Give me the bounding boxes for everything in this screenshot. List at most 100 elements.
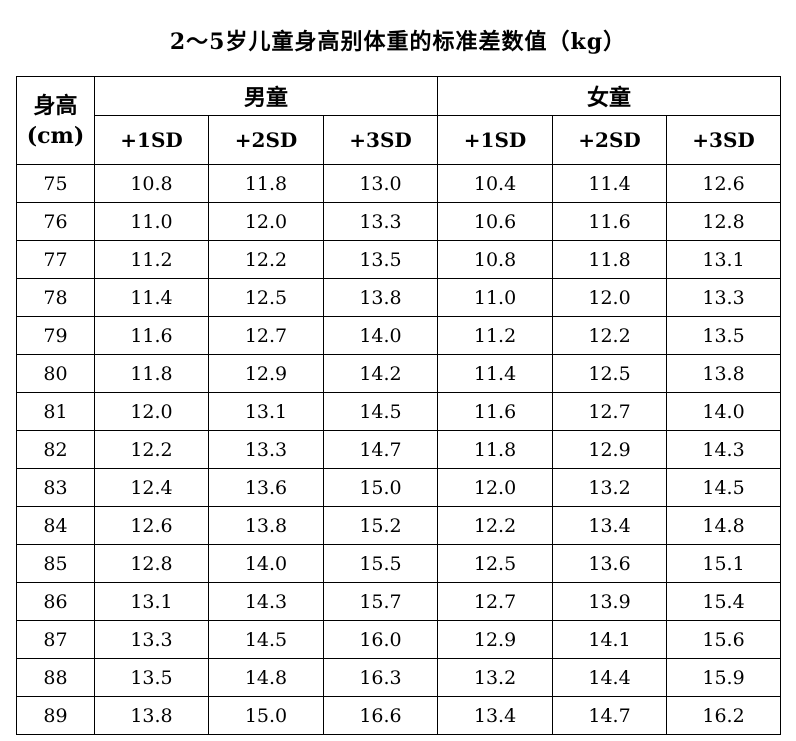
weight-cell: 12.0 [94, 392, 209, 431]
weight-cell: 12.6 [666, 164, 782, 203]
weight-cell: 13.1 [666, 240, 782, 279]
weight-cell: 13.5 [666, 316, 782, 355]
weight-cell: 13.5 [94, 658, 209, 697]
weight-cell: 10.8 [437, 240, 554, 279]
height-cell: 86 [16, 582, 95, 621]
table-body: 身高 (cm) 男童 女童 +1SD +2SD +3SD +1SD +2SD +… [16, 76, 782, 735]
weight-cell: 11.6 [437, 392, 554, 431]
weight-cell: 11.8 [437, 430, 554, 469]
weight-cell: 13.3 [94, 620, 209, 659]
weight-cell: 14.2 [322, 354, 439, 393]
page-title: 2～5岁儿童身高别体重的标准差数值（kg） [169, 29, 627, 55]
table-row: 82 12.2 13.3 14.7 11.8 12.9 14.3 [16, 430, 782, 469]
weight-cell: 14.5 [666, 468, 782, 507]
weight-cell: 15.4 [666, 582, 782, 621]
height-cell: 77 [16, 240, 95, 279]
weight-cell: 12.9 [437, 620, 554, 659]
table-row: 75 10.8 11.8 13.0 10.4 11.4 12.6 [16, 164, 782, 203]
table-row: 81 12.0 13.1 14.5 11.6 12.7 14.0 [16, 392, 782, 431]
weight-cell: 16.3 [322, 658, 439, 697]
height-cell: 87 [16, 620, 95, 659]
table-row: 88 13.5 14.8 16.3 13.2 14.4 15.9 [16, 658, 782, 697]
table-row: 78 11.4 12.5 13.8 11.0 12.0 13.3 [16, 278, 782, 317]
sd-header-cell: +1SD [437, 115, 554, 165]
weight-cell: 15.9 [666, 658, 782, 697]
table-row: 77 11.2 12.2 13.5 10.8 11.8 13.1 [16, 240, 782, 279]
height-unit-label: (cm) [26, 122, 85, 149]
weight-cell: 15.0 [322, 468, 439, 507]
height-cell: 75 [16, 164, 95, 203]
weight-cell: 14.7 [552, 696, 668, 735]
weight-cell: 13.6 [552, 544, 668, 583]
weight-cell: 12.5 [437, 544, 554, 583]
sd-header-cell: +3SD [666, 115, 782, 165]
weight-cell: 13.3 [322, 202, 439, 241]
weight-cell: 13.1 [208, 392, 324, 431]
weight-cell: 12.9 [552, 430, 668, 469]
weight-cell: 12.7 [552, 392, 668, 431]
height-header-cell: 身高 (cm) [16, 76, 95, 165]
sd-header-cell: +2SD [208, 115, 324, 165]
weight-cell: 14.3 [666, 430, 782, 469]
weight-cell: 12.6 [94, 506, 209, 545]
weight-cell: 12.2 [208, 240, 324, 279]
table-row: 79 11.6 12.7 14.0 11.2 12.2 13.5 [16, 316, 782, 355]
weight-cell: 14.4 [552, 658, 668, 697]
sd-header-cell: +1SD [94, 115, 209, 165]
girls-header: 女童 [437, 76, 782, 116]
weight-cell: 12.5 [552, 354, 668, 393]
height-cell: 79 [16, 316, 95, 355]
height-cell: 81 [16, 392, 95, 431]
weight-cell: 12.2 [437, 506, 554, 545]
weight-cell: 11.4 [552, 164, 668, 203]
weight-cell: 13.4 [552, 506, 668, 545]
weight-cell: 12.5 [208, 278, 324, 317]
weight-cell: 13.8 [94, 696, 209, 735]
table-row: 87 13.3 14.5 16.0 12.9 14.1 15.6 [16, 620, 782, 659]
weight-cell: 16.2 [666, 696, 782, 735]
weight-cell: 12.2 [552, 316, 668, 355]
weight-cell: 11.2 [94, 240, 209, 279]
weight-cell: 15.7 [322, 582, 439, 621]
weight-cell: 13.3 [208, 430, 324, 469]
weight-cell: 13.8 [208, 506, 324, 545]
weight-cell: 11.8 [208, 164, 324, 203]
boys-header: 男童 [93, 76, 439, 116]
weight-cell: 13.0 [322, 164, 439, 203]
table-row: 83 12.4 13.6 15.0 12.0 13.2 14.5 [16, 468, 782, 507]
weight-cell: 15.1 [666, 544, 782, 583]
sd-header-cell: +3SD [322, 115, 439, 165]
weight-cell: 12.2 [94, 430, 209, 469]
weight-cell: 13.8 [322, 278, 439, 317]
weight-cell: 12.8 [94, 544, 209, 583]
weight-cell: 11.8 [94, 354, 209, 393]
weight-cell: 14.8 [208, 658, 324, 697]
weight-cell: 13.3 [666, 278, 782, 317]
weight-cell: 11.6 [552, 202, 668, 241]
weight-cell: 12.7 [437, 582, 554, 621]
header-row-groups: 身高 (cm) 男童 女童 [16, 76, 782, 165]
height-cell: 76 [16, 202, 95, 241]
weight-cell: 15.6 [666, 620, 782, 659]
weight-cell: 12.8 [666, 202, 782, 241]
weight-cell: 13.4 [437, 696, 554, 735]
weight-cell: 13.5 [322, 240, 439, 279]
weight-cell: 12.0 [437, 468, 554, 507]
height-cell: 80 [16, 354, 95, 393]
height-cell: 88 [16, 658, 95, 697]
weight-cell: 13.2 [437, 658, 554, 697]
table-row: 85 12.8 14.0 15.5 12.5 13.6 15.1 [16, 544, 782, 583]
weight-cell: 11.2 [437, 316, 554, 355]
weight-cell: 14.5 [322, 392, 439, 431]
weight-cell: 13.6 [208, 468, 324, 507]
table-row: 84 12.6 13.8 15.2 12.2 13.4 14.8 [16, 506, 782, 545]
weight-cell: 13.1 [94, 582, 209, 621]
table-row: 80 11.8 12.9 14.2 11.4 12.5 13.8 [16, 354, 782, 393]
weight-cell: 14.8 [666, 506, 782, 545]
weight-cell: 13.2 [552, 468, 668, 507]
table-row: 76 11.0 12.0 13.3 10.6 11.6 12.8 [16, 202, 782, 241]
table-row: 89 13.8 15.0 16.6 13.4 14.7 16.2 [16, 696, 782, 735]
weight-cell: 14.0 [322, 316, 439, 355]
weight-cell: 13.8 [666, 354, 782, 393]
height-cell: 78 [16, 278, 95, 317]
